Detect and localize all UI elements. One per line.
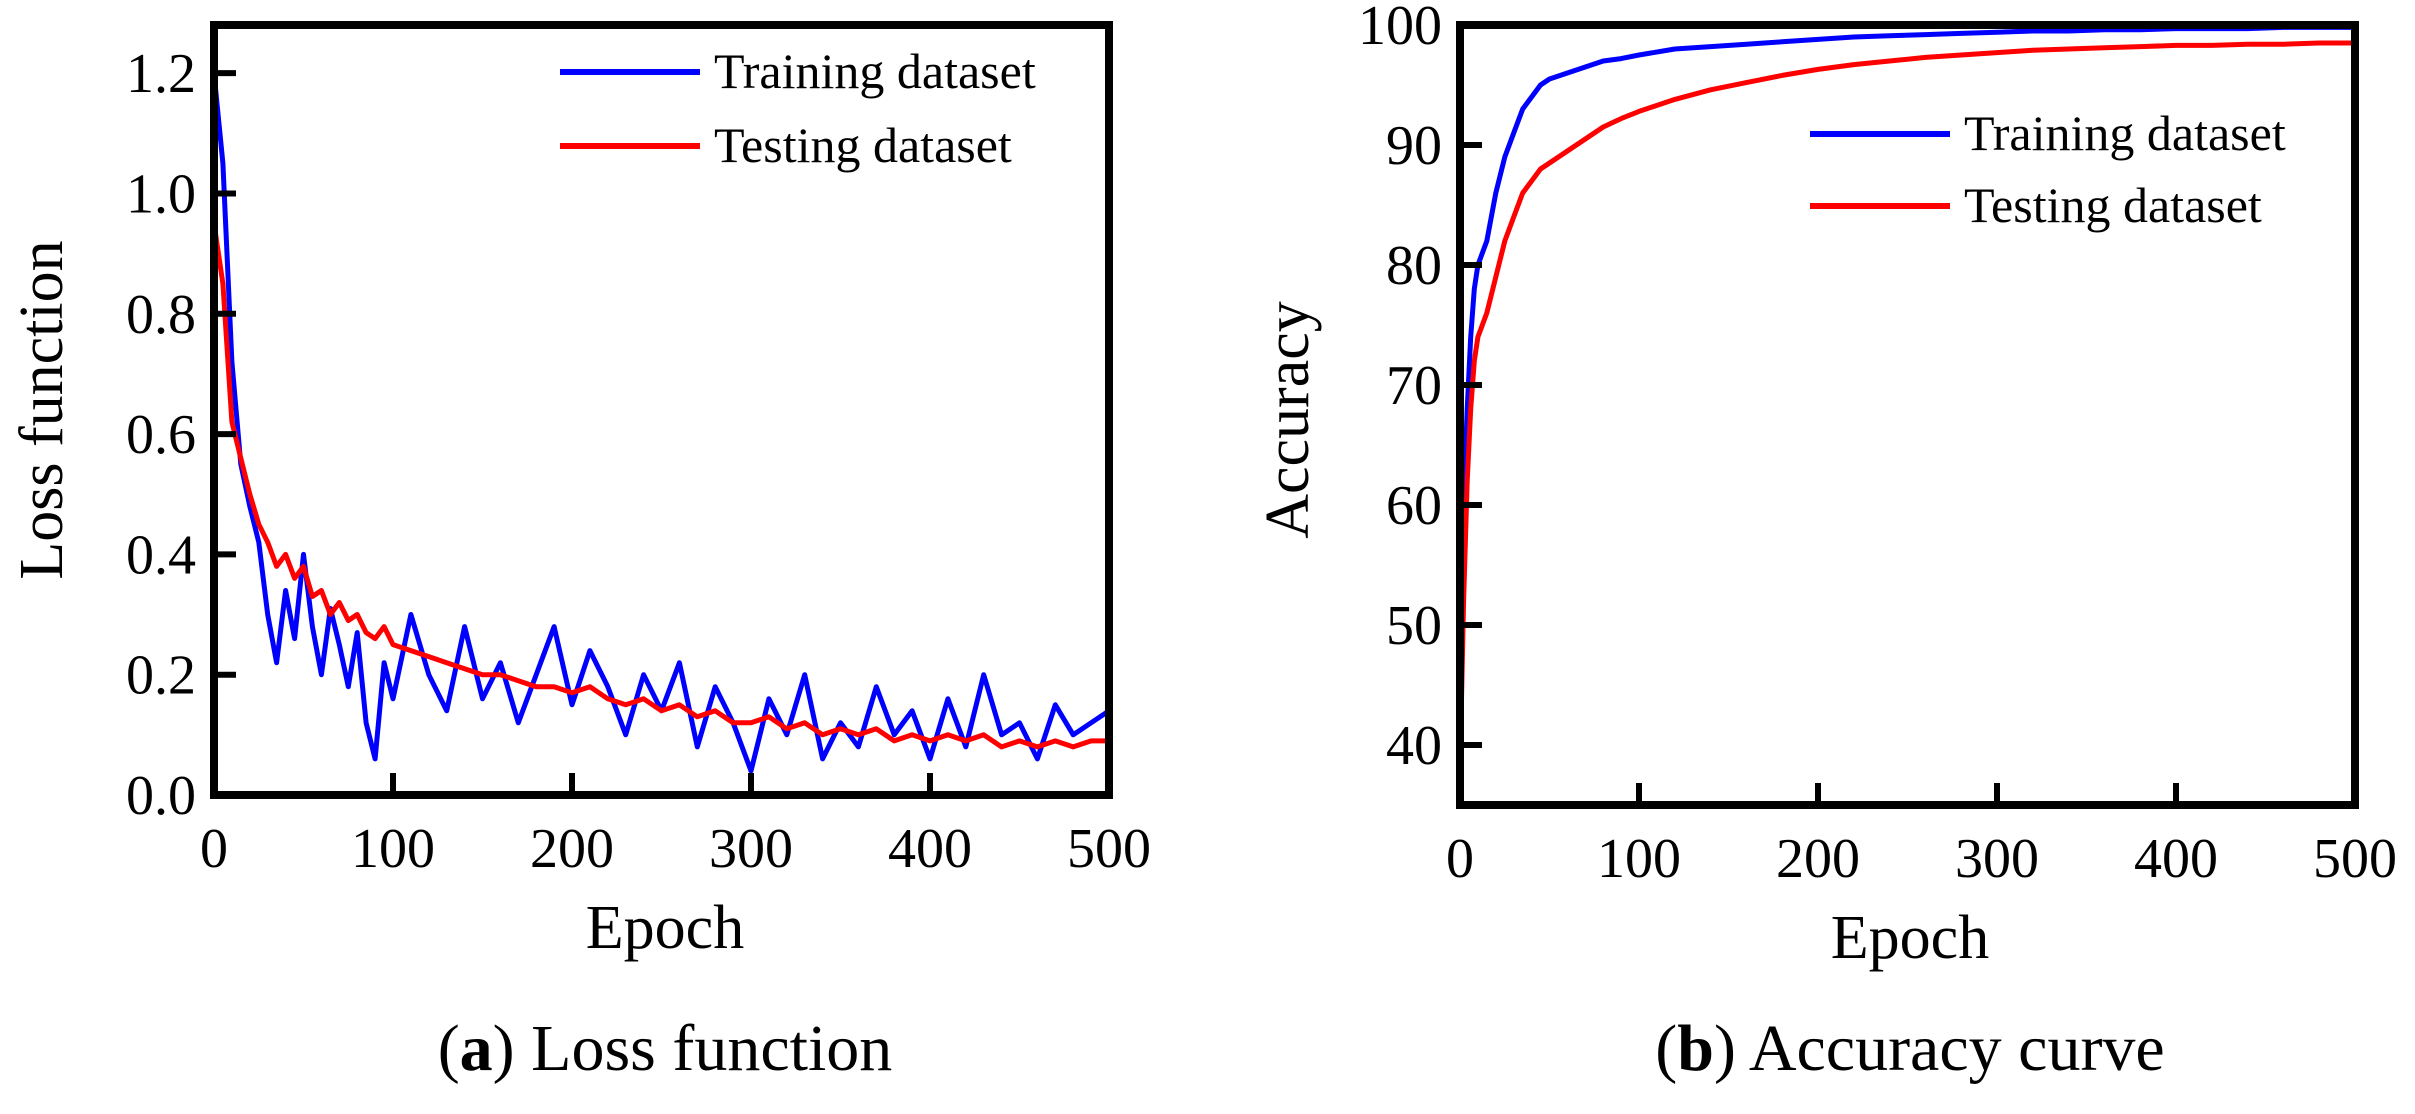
accuracy-chart-ytick-label: 60 [1386,475,1442,537]
legend-training-label: Training dataset [1964,105,2286,161]
accuracy-chart-xtick-label: 300 [1955,828,2039,890]
accuracy-chart-xlabel: Epoch [1831,904,1989,972]
legend-testing-label: Testing dataset [714,117,1012,173]
accuracy-chart-frame [1456,21,2359,809]
loss-chart-ylabel: Loss function [8,240,76,579]
loss-chart-xtick-label: 200 [530,818,614,880]
loss-chart-ytick-label: 0.0 [126,765,196,827]
loss-chart-xtick-label: 400 [888,818,972,880]
loss-chart-ytick-label: 1.2 [126,43,196,105]
loss-chart: 0 100 200 300 400 500 0.0 0.2 0.4 0.6 0.8 1.0 1.2 Tr… [8,21,1151,1085]
loss-chart-xtick-label: 100 [351,818,435,880]
loss-chart-caption: (a) Loss function [438,1012,893,1085]
accuracy-chart-series-testing-line [1457,40,2355,770]
loss-chart-ytick-label: 0.2 [126,645,196,707]
accuracy-chart-xtick-label: 400 [2134,828,2218,890]
accuracy-chart: 0 100 200 300 400 500 40 50 60 70 80 90 100 Training… [1254,0,2397,1085]
accuracy-chart-ytick-label: 100 [1358,0,1442,57]
accuracy-chart-xtick-label: 0 [1446,828,1474,890]
loss-chart-ytick-label: 0.6 [126,404,196,466]
accuracy-chart-legend: Training dataset Testing dataset [1810,105,2286,233]
accuracy-chart-caption: (b) Accuracy curve [1655,1012,2164,1085]
accuracy-chart-series-training-line [1457,24,2355,722]
accuracy-chart-ylabel: Accuracy [1254,301,1322,539]
loss-chart-xtick-label: 0 [200,818,228,880]
loss-chart-xtick-label: 500 [1067,818,1151,880]
accuracy-chart-ytick-label: 90 [1386,115,1442,177]
loss-chart-frame [210,21,1113,799]
loss-chart-ytick-label: 0.8 [126,284,196,346]
loss-chart-series-testing-line [211,223,1109,750]
legend-testing-label: Testing dataset [1964,177,2262,233]
loss-chart-xtick-label: 300 [709,818,793,880]
panel-b-label: b [1677,1012,1714,1085]
panel-a-caption: Loss function [531,1012,892,1085]
panel-b-caption: Accuracy curve [1749,1012,2165,1085]
legend-training-label: Training dataset [714,43,1036,99]
accuracy-chart-ytick-label: 80 [1386,235,1442,297]
accuracy-chart-ytick-label: 40 [1386,715,1442,777]
accuracy-chart-xtick-label: 200 [1776,828,1860,890]
accuracy-chart-xtick-label: 100 [1597,828,1681,890]
loss-chart-legend: Training dataset Testing dataset [560,43,1036,173]
loss-chart-series-training-line [211,72,1111,774]
accuracy-chart-xtick-label: 500 [2313,828,2397,890]
loss-chart-ytick-label: 0.4 [126,524,196,586]
accuracy-chart-ytick-label: 50 [1386,595,1442,657]
accuracy-chart-ytick-label: 70 [1386,355,1442,417]
panel-a-label: a [460,1012,493,1085]
loss-chart-ytick-label: 1.0 [126,163,196,225]
loss-chart-xlabel: Epoch [586,894,744,962]
